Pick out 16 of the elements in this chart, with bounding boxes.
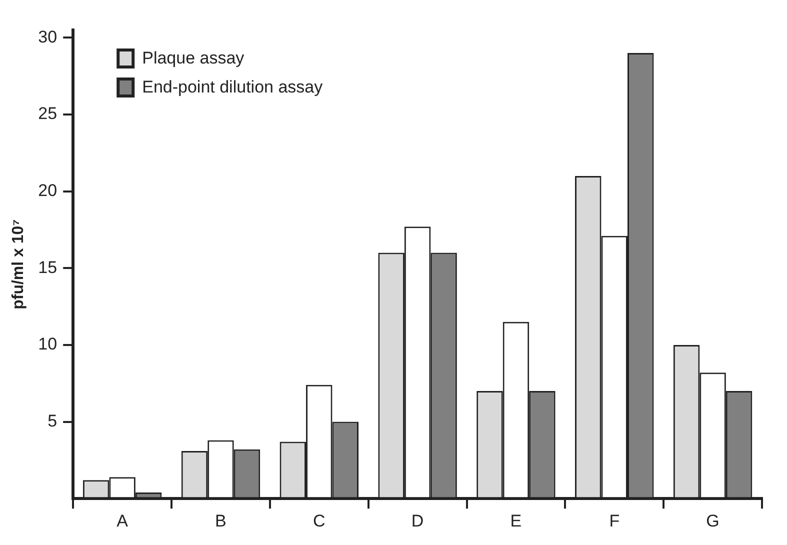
x-tick-label: G	[706, 511, 720, 530]
x-tick-label: B	[215, 511, 226, 530]
y-tick-label: 10	[38, 334, 58, 354]
y-axis-title: pfu/ml x 10⁷	[10, 219, 28, 310]
y-tick-label: 30	[38, 27, 58, 46]
y-tick-label: 20	[38, 181, 58, 200]
x-tick-label: E	[510, 511, 522, 530]
y-tick-label: 5	[48, 411, 58, 430]
x-tick-label: A	[116, 511, 129, 530]
legend-label: End-point dilution assay	[142, 78, 324, 97]
x-tick-label: F	[609, 511, 620, 530]
x-tick-label: C	[313, 511, 326, 530]
x-tick-label: D	[411, 511, 424, 530]
legend-label: Plaque assay	[142, 48, 245, 68]
y-tick-label: 25	[38, 104, 58, 124]
y-tick-label: 15	[38, 258, 58, 277]
